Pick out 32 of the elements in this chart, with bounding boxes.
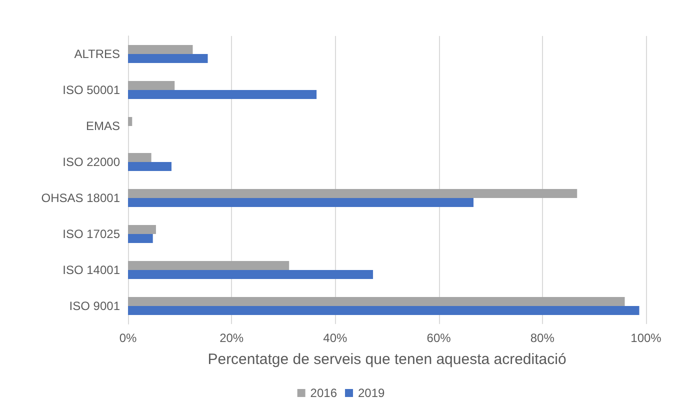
bar (128, 306, 640, 315)
bar (128, 81, 175, 90)
x-tick-label: 20% (220, 331, 244, 345)
x-tick-label: 60% (426, 331, 452, 345)
bar (128, 270, 374, 279)
y-tick-label: ISO 14001 (62, 263, 120, 277)
bar (128, 198, 474, 207)
bar (128, 162, 172, 171)
bar (128, 234, 153, 243)
bar (128, 117, 132, 126)
y-tick-label: ISO 50001 (62, 83, 120, 97)
x-tick-label: 0% (119, 331, 137, 345)
bar (128, 297, 625, 306)
y-tick-label: ISO 17025 (62, 227, 120, 241)
y-tick-label: OHSAS 18001 (41, 191, 120, 205)
x-tick-label: 40% (323, 331, 348, 345)
y-tick-label: ISO 22000 (62, 155, 120, 169)
x-tick-label: 80% (530, 331, 555, 345)
y-tick-label: EMAS (86, 119, 120, 133)
x-tick-label: 100% (630, 331, 662, 345)
y-tick-label: ISO 9001 (69, 299, 120, 313)
legend-label: 2019 (358, 386, 386, 400)
bar (128, 90, 317, 99)
bar (128, 54, 208, 63)
bar (128, 189, 578, 198)
bar (128, 153, 152, 162)
y-tick-label: ALTRES (74, 47, 120, 61)
bar (128, 45, 193, 54)
x-axis-title: Percentatge de serveis que tenen aquesta acreditació (208, 351, 566, 368)
bar (128, 225, 156, 234)
bar (128, 261, 290, 270)
legend-label: 2016 (310, 386, 338, 400)
